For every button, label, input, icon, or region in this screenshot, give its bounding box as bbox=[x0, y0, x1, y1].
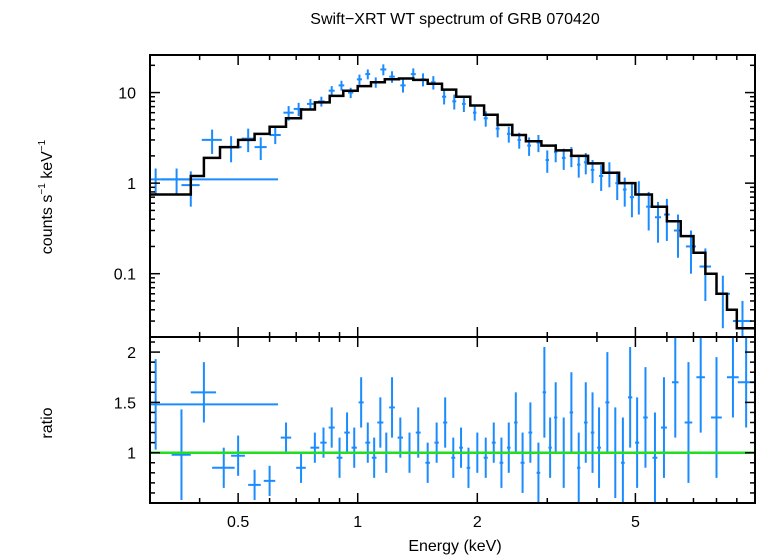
ratio-panel: 1 1.5 2 0.5 1 2 5 bbox=[114, 336, 756, 531]
x-tick-label: 0.5 bbox=[227, 514, 249, 531]
y-tick-label: 1 bbox=[127, 446, 136, 463]
y-tick-label: 1.5 bbox=[114, 395, 136, 412]
x-tick-label: 1 bbox=[353, 514, 362, 531]
ratio-data-layer bbox=[150, 337, 755, 503]
x-axis-label: Energy (keV) bbox=[408, 538, 501, 555]
chart-title: Swift−XRT WT spectrum of GRB 070420 bbox=[310, 11, 600, 28]
y-tick-label: 10 bbox=[118, 86, 136, 103]
ratio-frame bbox=[149, 336, 756, 504]
x-tick-label: 5 bbox=[631, 514, 640, 531]
y-axis-label-ratio: ratio bbox=[39, 407, 56, 438]
model-step-line bbox=[150, 77, 755, 330]
y-axis-label-spectrum: counts s−1 keV−1 bbox=[37, 139, 56, 254]
x-tick-label: 2 bbox=[473, 514, 482, 531]
spectrum-panel: 0.1 1 10 bbox=[114, 54, 756, 338]
spectrum-frame bbox=[149, 54, 756, 338]
y-tick-label: 0.1 bbox=[114, 267, 136, 284]
y-tick-label: 2 bbox=[127, 345, 136, 362]
y-tick-label: 1 bbox=[127, 176, 136, 193]
spectrum-data-layer bbox=[150, 64, 755, 337]
